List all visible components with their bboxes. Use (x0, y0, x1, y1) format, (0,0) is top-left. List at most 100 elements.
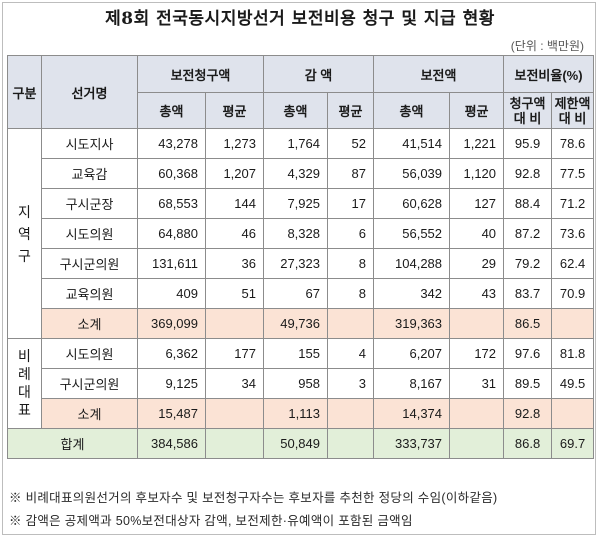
compensation-average: 43 (449, 278, 505, 309)
header-reduction-total: 총액 (263, 92, 328, 129)
reduction-average: 8 (326, 278, 375, 309)
subtotal-row-regional: 소계 369,099 49,736 319,363 86.5 (8, 308, 595, 339)
claim-total: 6,362 (137, 338, 206, 369)
compensation-total: 41,514 (373, 128, 451, 159)
group-proportional: 비 례 대 표 (7, 338, 42, 429)
subtotal-label: 소계 (41, 398, 138, 429)
compensation-average: 29 (449, 248, 505, 279)
ratio-limit: 71.2 (551, 188, 595, 219)
reduction-average: 3 (326, 368, 375, 399)
header-claim-total: 총액 (137, 92, 206, 129)
election-name: 교육의원 (41, 278, 138, 309)
ratio-claim: 87.2 (503, 218, 553, 249)
compensation-total: 6,207 (373, 338, 451, 369)
subtotal-compensation-total: 319,363 (373, 308, 451, 339)
election-name: 구시군의원 (41, 248, 138, 279)
compensation-total: 8,167 (373, 368, 451, 399)
total-ratio-limit: 69.7 (551, 428, 595, 459)
claim-total: 60,368 (137, 158, 206, 189)
compensation-total: 56,552 (373, 218, 451, 249)
reduction-average: 4 (326, 338, 375, 369)
table-row: 교육감 60,368 1,207 4,329 87 56,039 1,120 9… (8, 158, 595, 189)
reduction-average: 6 (326, 218, 375, 249)
diagonal-cell (205, 308, 264, 339)
compensation-average: 40 (449, 218, 505, 249)
claim-total: 409 (137, 278, 206, 309)
ratio-claim: 97.6 (503, 338, 553, 369)
election-name: 교육감 (41, 158, 138, 189)
subtotal-ratio-claim: 92.8 (503, 398, 553, 429)
ratio-limit: 81.8 (551, 338, 595, 369)
diagonal-cell (205, 428, 264, 459)
claim-total: 131,611 (137, 248, 206, 279)
subtotal-row-proportional: 소계 15,487 1,113 14,374 92.8 (8, 398, 595, 429)
claim-average: 51 (205, 278, 264, 309)
reduction-total: 7,925 (263, 188, 328, 219)
claim-average: 36 (205, 248, 264, 279)
election-name: 구시군의원 (41, 368, 138, 399)
compensation-total: 342 (373, 278, 451, 309)
ratio-limit: 49.5 (551, 368, 595, 399)
header-reduction-average: 평균 (326, 92, 375, 129)
election-name: 시도의원 (41, 338, 138, 369)
header-compensation-average: 평균 (449, 92, 505, 129)
footnote: ※ 비례대표의원선거의 후보자수 및 보전청구자수는 후보자를 추천한 정당의 … (9, 491, 498, 505)
diagonal-cell (326, 428, 375, 459)
ratio-claim: 79.2 (503, 248, 553, 279)
diagonal-cell (326, 398, 375, 429)
total-reduction-total: 50,849 (263, 428, 328, 459)
claim-average: 34 (205, 368, 264, 399)
diagonal-cell (205, 398, 264, 429)
subtotal-reduction-total: 49,736 (263, 308, 328, 339)
diagonal-cell (449, 428, 505, 459)
claim-total: 43,278 (137, 128, 206, 159)
total-label: 합계 (7, 428, 138, 459)
header-compensation: 보전액 (373, 55, 505, 93)
compensation-table: 구분 선거명 보전청구액 감 액 보전액 보전비율(%) 총액 평균 총액 평균… (7, 55, 595, 459)
claim-average: 177 (205, 338, 264, 369)
reduction-total: 1,764 (263, 128, 328, 159)
election-name: 시도의원 (41, 218, 138, 249)
reduction-total: 4,329 (263, 158, 328, 189)
claim-total: 9,125 (137, 368, 206, 399)
compensation-total: 104,288 (373, 248, 451, 279)
ratio-limit: 78.6 (551, 128, 595, 159)
compensation-total: 56,039 (373, 158, 451, 189)
table-row: 시도의원 64,880 46 8,328 6 56,552 40 87.2 73… (8, 218, 595, 249)
group-regional: 지 역 구 (7, 128, 42, 339)
claim-average: 46 (205, 218, 264, 249)
reduction-average: 17 (326, 188, 375, 219)
diagonal-cell (551, 398, 595, 429)
compensation-average: 1,120 (449, 158, 505, 189)
header-claim-average: 평균 (205, 92, 264, 129)
unit-label: (단위 : 백만원) (510, 39, 584, 53)
ratio-claim: 83.7 (503, 278, 553, 309)
page-title: 제8회 전국동시지방선거 보전비용 청구 및 지급 현황 (105, 9, 495, 29)
reduction-total: 958 (263, 368, 328, 399)
diagonal-cell (326, 308, 375, 339)
subtotal-reduction-total: 1,113 (263, 398, 328, 429)
footnotes: ※ 비례대표의원선거의 후보자수 및 보전청구자수는 후보자를 추천한 정당의 … (9, 487, 594, 533)
subtotal-claim-total: 15,487 (137, 398, 206, 429)
ratio-limit: 70.9 (551, 278, 595, 309)
compensation-average: 1,221 (449, 128, 505, 159)
header-election: 선거명 (41, 55, 138, 129)
table-row: 구시군의원 9,125 34 958 3 8,167 31 89.5 49.5 (8, 368, 595, 399)
header-ratio: 보전비율(%) (503, 55, 595, 93)
compensation-average: 127 (449, 188, 505, 219)
header-claim: 보전청구액 (137, 55, 264, 93)
ratio-limit: 62.4 (551, 248, 595, 279)
subtotal-ratio-claim: 86.5 (503, 308, 553, 339)
compensation-average: 31 (449, 368, 505, 399)
election-name: 구시군장 (41, 188, 138, 219)
compensation-total: 60,628 (373, 188, 451, 219)
compensation-average: 172 (449, 338, 505, 369)
table-row: 교육의원 409 51 67 8 342 43 83.7 70.9 (8, 278, 595, 309)
total-compensation-total: 333,737 (373, 428, 451, 459)
claim-average: 1,273 (205, 128, 264, 159)
reduction-total: 67 (263, 278, 328, 309)
table-row: 지 역 구 시도지사 43,278 1,273 1,764 52 41,514 … (7, 128, 595, 339)
ratio-claim: 92.8 (503, 158, 553, 189)
total-claim-total: 384,586 (137, 428, 206, 459)
table-row: 비 례 대 표 시도의원 6,362 177 155 4 6,207 172 9… (7, 338, 595, 429)
